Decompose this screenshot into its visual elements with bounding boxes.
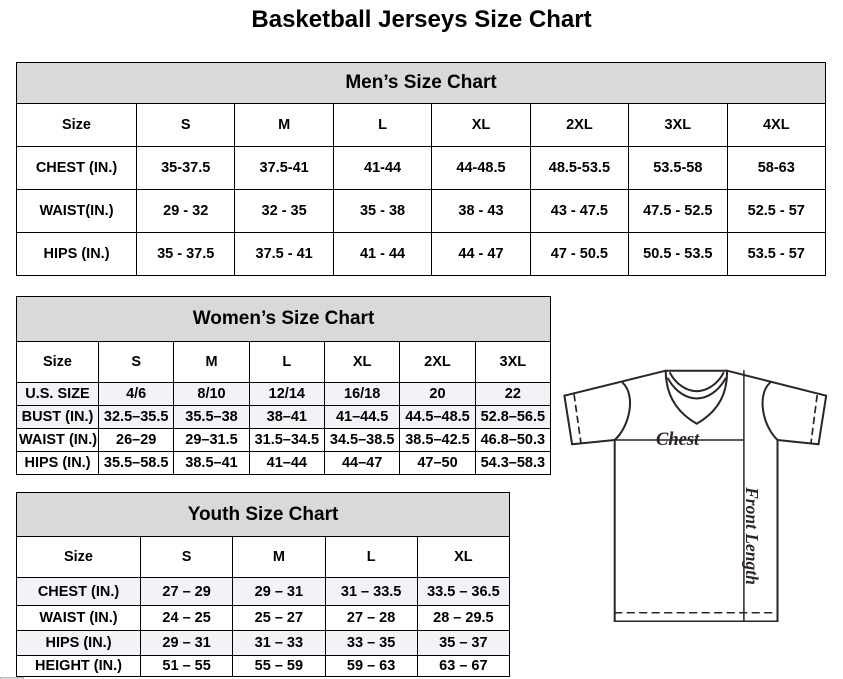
- svg-text:Front Length: Front Length: [742, 486, 762, 585]
- svg-text:Chest: Chest: [656, 430, 700, 450]
